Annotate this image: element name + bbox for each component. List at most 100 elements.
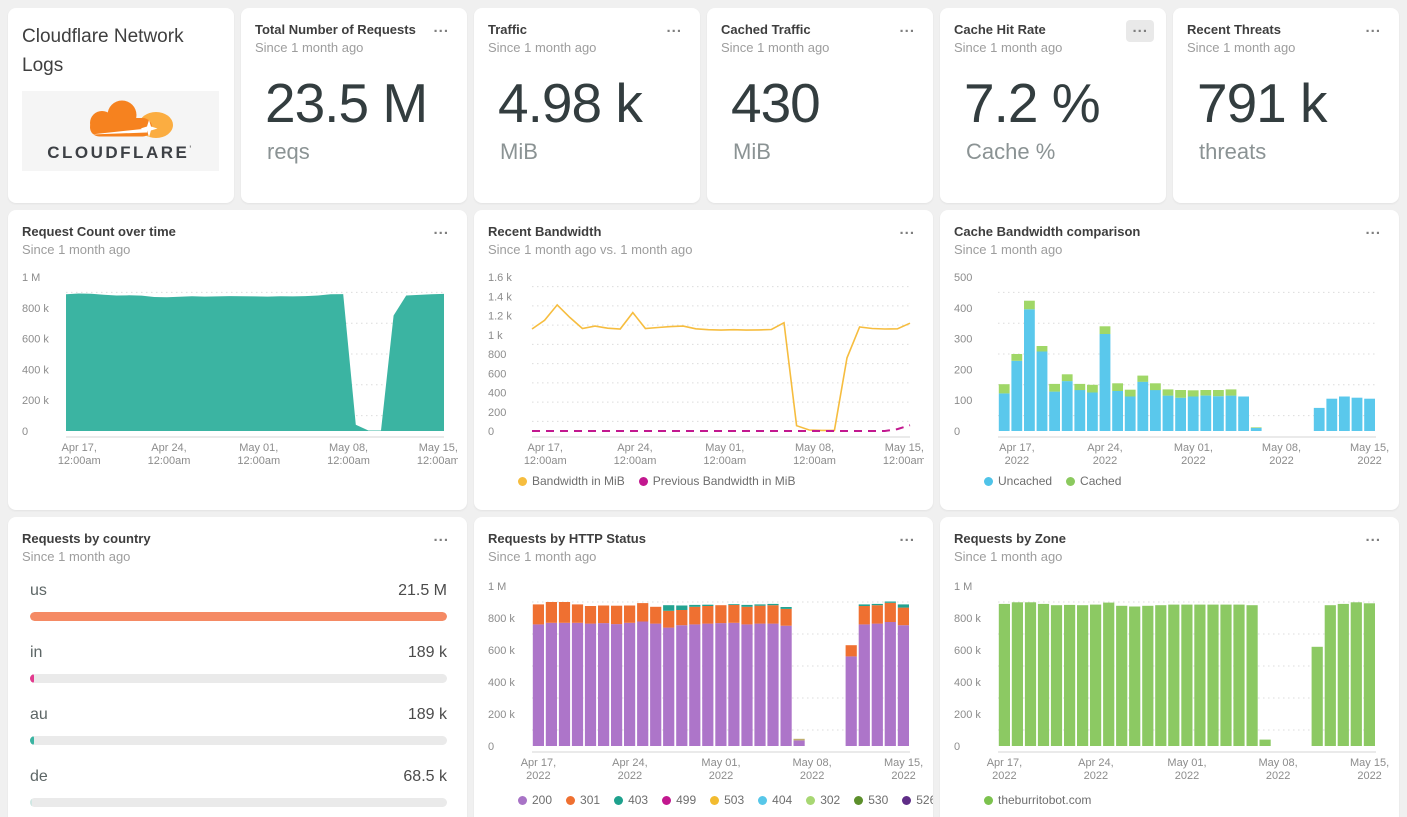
chart-legend: Uncached Cached [984,474,1385,488]
legend-item[interactable]: 404 [758,793,792,807]
svg-text:Apr 17,12:00am: Apr 17, 12:00am [524,442,567,467]
requests-by-zone-chart[interactable]: 1 M 800 k 600 k 400 k 200 k 0 Apr 17, 2022 Apr 2… [954,576,1389,791]
stat-unit: MiB [733,139,771,164]
country-bar-list: us 21.5 M in 189 k au 189 k [22,582,453,807]
panel-title: Recent Bandwidth [488,224,602,239]
panel-http-status: Requests by HTTP Status Since 1 month ag… [474,517,933,817]
legend-label: Uncached [998,474,1053,488]
svg-text:800 k: 800 k [954,613,981,625]
stat-value: 23.5 M [265,72,428,134]
svg-text:200 k: 200 k [954,709,981,721]
legend-item[interactable]: theburritobot.com [984,793,1091,807]
svg-text:800 k: 800 k [22,303,49,315]
svg-text:200: 200 [954,364,972,376]
panel-menu-button[interactable]: ... [1359,529,1387,551]
panel-title: Cache Bandwidth comparison [954,224,1141,239]
country-value: 189 k [407,644,447,661]
trademark-mark: ' [189,144,194,154]
svg-text:1.4 k: 1.4 k [488,291,512,303]
dashboard-title: Cloudflare Network Logs [22,26,184,77]
svg-text:Apr 24,12:00am: Apr 24, 12:00am [614,442,657,467]
legend-dot-icon [518,795,527,805]
svg-text:0: 0 [954,426,960,438]
panel-menu-button[interactable]: ... [660,20,688,42]
panel-requests-by-zone: Requests by Zone Since 1 month ago ... 1… [940,517,1399,817]
svg-text:May 08,12:00am: May 08, 12:00am [793,442,836,467]
stat-value: 430 [731,72,821,134]
stat-unit: Cache % [966,139,1056,164]
panel-subtitle: Since 1 month ago [954,549,1063,564]
legend-item[interactable]: Previous Bandwidth in MiB [638,474,796,488]
legend-item[interactable]: Bandwidth in MiB [518,474,625,488]
legend-dot-icon [984,795,993,805]
legend-item[interactable]: 200 [518,793,552,807]
country-label: us [30,582,47,599]
svg-text:May 08,2022: May 08, 2022 [1262,442,1301,467]
panel-subtitle: Since 1 month ago [255,40,364,55]
panel-menu-button[interactable]: ... [893,20,921,42]
panel-menu-button[interactable]: ... [1359,20,1387,42]
svg-text:200 k: 200 k [488,709,515,721]
request-count-chart[interactable]: 1 M 800 k 600 k 400 k 200 k 0 Apr 17, 12:00am Ap… [22,269,460,472]
panel-total-requests: Total Number of Requests Since 1 month a… [241,8,467,203]
recent-bandwidth-chart[interactable]: 1.6 k 1.4 k 1.2 k 1 k 800 600 400 200 0 Apr 17, 12… [488,269,926,472]
panel-request-count: Request Count over time Since 1 month ag… [8,210,467,510]
svg-text:1 k: 1 k [488,330,503,342]
legend-item[interactable]: 302 [806,793,840,807]
panel-menu-button[interactable]: ... [893,529,921,551]
panel-title: Recent Threats [1187,22,1281,37]
cloudflare-logo: CLOUDFLARE' [22,90,219,171]
country-bar-track [30,736,447,745]
stat-value: 4.98 k [498,72,643,134]
legend-item[interactable]: Cached [1066,474,1121,488]
cloudflare-cloud-icon [89,100,173,139]
panel-menu-button[interactable]: ... [427,222,455,244]
panel-subtitle: Since 1 month ago [1187,40,1296,55]
chart-legend: theburritobot.com [984,793,1385,807]
svg-text:May 01,2022: May 01, 2022 [1167,757,1206,782]
legend-item[interactable]: 526 [902,793,933,807]
svg-text:May 01,12:00am: May 01, 12:00am [703,442,746,467]
country-label: de [30,768,48,785]
cloudflare-wordmark: CLOUDFLARE' [47,143,194,163]
legend-item[interactable]: 301 [566,793,600,807]
legend-dot-icon [758,795,768,805]
svg-text:Apr 24,12:00am: Apr 24, 12:00am [148,442,191,467]
legend-label: 499 [676,793,697,807]
stat-value: 7.2 % [964,72,1101,134]
panel-title: Request Count over time [22,224,176,239]
svg-text:May 01,12:00am: May 01, 12:00am [237,442,280,467]
panel-title: Total Number of Requests [255,22,416,37]
svg-text:1.2 k: 1.2 k [488,311,512,323]
legend-item[interactable]: Uncached [984,474,1052,488]
legend-item[interactable]: 499 [662,793,696,807]
panel-menu-button[interactable]: ... [1126,20,1154,42]
legend-dot-icon [662,795,672,805]
svg-text:300: 300 [954,334,972,346]
stat-unit: reqs [267,139,310,164]
country-label: au [30,706,48,723]
panel-menu-button[interactable]: ... [893,222,921,244]
panel-title: Requests by HTTP Status [488,531,646,546]
svg-text:1 M: 1 M [488,581,506,593]
svg-text:May 15,12:00am: May 15, 12:00am [883,442,924,467]
http-status-chart[interactable]: 1 M 800 k 600 k 400 k 200 k 0 Apr 17, 2022 Apr 2… [488,576,923,791]
panel-menu-button[interactable]: ... [427,20,455,42]
cache-bandwidth-chart[interactable]: 500 400 300 200 100 0 Apr 17, 2022 Apr 24, 2022 Ma… [954,269,1389,472]
svg-text:0: 0 [954,741,960,753]
panel-menu-button[interactable]: ... [427,529,455,551]
svg-text:Apr 24,2022: Apr 24, 2022 [1087,442,1122,467]
svg-text:400 k: 400 k [954,677,981,689]
country-bar-fill [30,736,34,745]
legend-item[interactable]: 503 [710,793,744,807]
panel-subtitle: Since 1 month ago vs. 1 month ago [488,242,693,257]
legend-item[interactable]: 530 [854,793,888,807]
country-row: au 189 k [30,706,447,745]
panel-title: Traffic [488,22,528,37]
panel-menu-button[interactable]: ... [1359,222,1387,244]
svg-text:400: 400 [488,388,506,400]
svg-text:0: 0 [488,741,494,753]
legend-item[interactable]: 403 [614,793,648,807]
legend-label: Previous Bandwidth in MiB [652,474,796,488]
svg-text:200 k: 200 k [22,395,49,407]
